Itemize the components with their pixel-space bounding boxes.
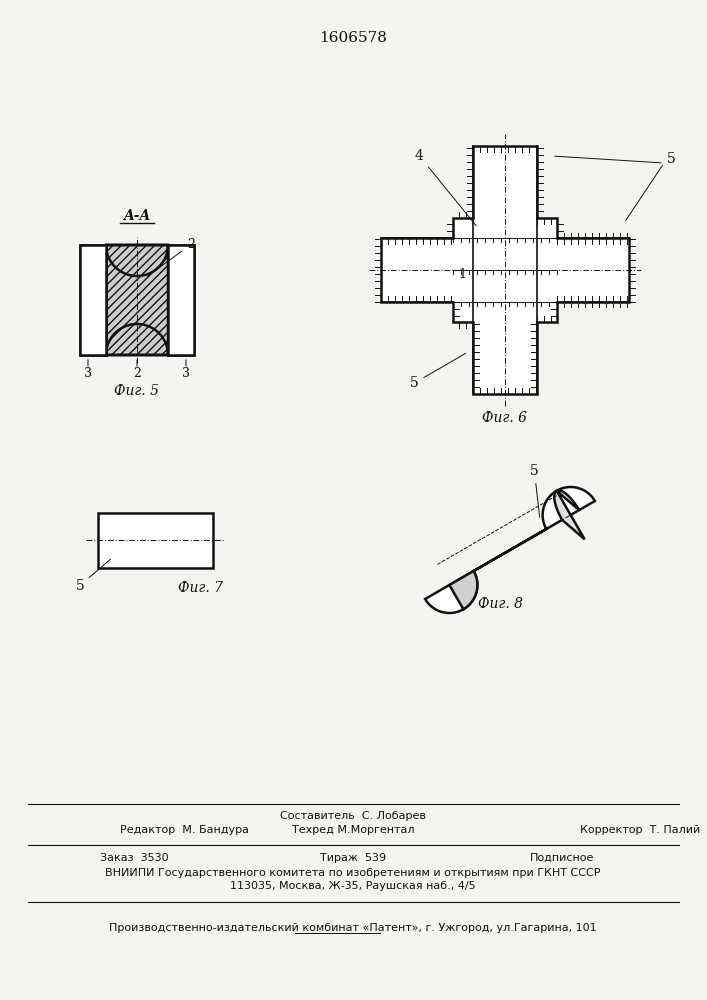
Polygon shape [168,245,194,355]
Text: Тираж  539: Тираж 539 [320,853,386,863]
Text: 4: 4 [415,149,477,226]
Polygon shape [168,245,194,355]
Text: Заказ  3530: Заказ 3530 [100,853,169,863]
Polygon shape [450,571,477,609]
Text: Фиг. 5: Фиг. 5 [115,384,160,398]
Text: Подписное: Подписное [530,853,595,863]
Text: Техред М.Моргентал: Техред М.Моргентал [292,825,414,835]
Polygon shape [381,146,629,394]
Polygon shape [98,512,213,568]
Text: Редактор  М. Бандура: Редактор М. Бандура [120,825,249,835]
Text: A-A: A-A [124,209,151,223]
Text: 5: 5 [76,559,110,592]
Text: 1606578: 1606578 [319,31,387,45]
Text: 5: 5 [667,152,676,166]
Text: 1: 1 [458,268,466,281]
Polygon shape [106,245,168,355]
Text: 3: 3 [84,367,92,380]
Text: 5: 5 [410,353,466,390]
Text: 2: 2 [147,238,195,276]
Text: Фиг. 7: Фиг. 7 [177,580,223,594]
Text: 5: 5 [530,464,539,517]
Text: Составитель  С. Лобарев: Составитель С. Лобарев [280,811,426,821]
Text: Фиг. 6: Фиг. 6 [482,411,527,425]
Text: Производственно-издательский комбинат «Патент», г. Ужгород, ул.Гагарина, 101: Производственно-издательский комбинат «П… [109,923,597,933]
Text: Фиг. 8: Фиг. 8 [477,597,522,611]
Text: 2: 2 [133,367,141,380]
Polygon shape [80,245,106,355]
Text: 113035, Москва, Ж-35, Раушская наб., 4/5: 113035, Москва, Ж-35, Раушская наб., 4/5 [230,881,476,891]
Text: 3: 3 [182,367,190,380]
Polygon shape [80,245,106,355]
Text: ВНИИПИ Государственного комитета по изобретениям и открытиям при ГКНТ СССР: ВНИИПИ Государственного комитета по изоб… [105,868,601,878]
Polygon shape [425,487,595,613]
Text: Корректор  Т. Палий: Корректор Т. Палий [580,825,700,835]
Polygon shape [554,490,585,539]
